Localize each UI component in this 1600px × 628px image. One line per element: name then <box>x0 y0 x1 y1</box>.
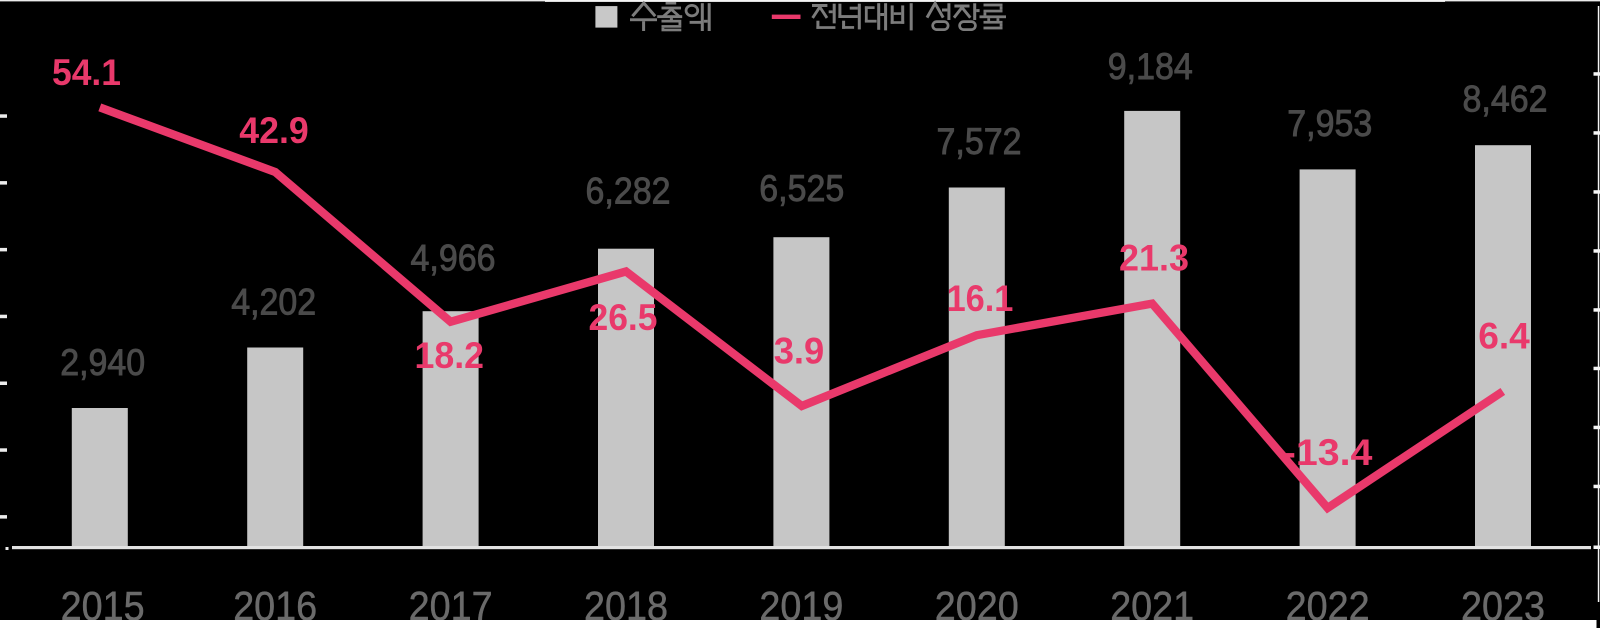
svg-text:7,572: 7,572 <box>937 121 1022 162</box>
svg-text:8,462: 8,462 <box>1463 79 1548 120</box>
svg-text:4,202: 4,202 <box>231 281 316 322</box>
svg-text:42.9: 42.9 <box>239 109 309 151</box>
svg-text:4,966: 4,966 <box>411 238 496 279</box>
svg-text:54.1: 54.1 <box>52 51 121 93</box>
svg-text:-13.4: -13.4 <box>1283 431 1373 473</box>
svg-text:16.1: 16.1 <box>947 277 1014 319</box>
svg-text:26.5: 26.5 <box>589 296 658 338</box>
svg-text:21.3: 21.3 <box>1119 237 1189 279</box>
svg-text:18.2: 18.2 <box>415 334 485 376</box>
svg-text:7,953: 7,953 <box>1287 103 1372 144</box>
svg-text:3.9: 3.9 <box>774 329 825 371</box>
svg-text:9,184: 9,184 <box>1108 46 1193 87</box>
svg-text:6,282: 6,282 <box>586 170 671 211</box>
svg-text:6.4: 6.4 <box>1478 315 1530 357</box>
svg-text:2,940: 2,940 <box>60 342 145 383</box>
svg-text:6,525: 6,525 <box>759 168 844 209</box>
